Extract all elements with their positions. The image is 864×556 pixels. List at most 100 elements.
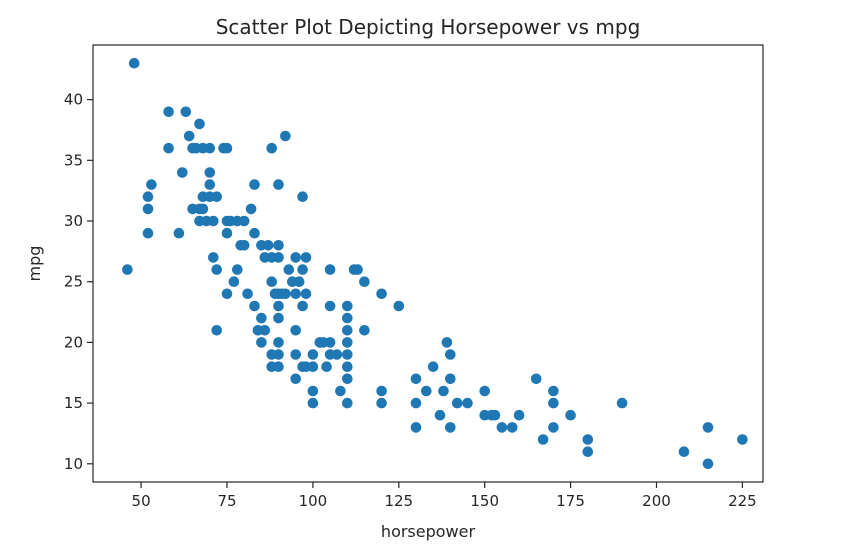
plot-frame xyxy=(92,44,764,483)
x-tick-label: 75 xyxy=(217,492,236,510)
data-point xyxy=(238,215,250,227)
data-point xyxy=(221,227,233,239)
data-point xyxy=(273,312,284,324)
data-point xyxy=(283,264,295,275)
data-point xyxy=(273,349,284,360)
data-point xyxy=(256,312,267,324)
data-point xyxy=(273,179,284,190)
data-point xyxy=(513,409,525,421)
y-tick-label: 30 xyxy=(64,212,83,230)
data-point xyxy=(242,288,253,300)
data-point xyxy=(204,167,216,178)
data-point xyxy=(232,264,243,275)
data-point xyxy=(180,106,192,118)
data-point xyxy=(290,349,302,360)
data-point xyxy=(249,179,260,190)
data-point xyxy=(293,276,305,288)
data-point xyxy=(441,337,453,348)
data-point xyxy=(324,264,336,275)
data-point xyxy=(489,409,501,421)
data-point xyxy=(737,434,748,445)
data-point xyxy=(290,373,302,385)
data-point xyxy=(324,300,336,312)
data-point xyxy=(300,252,312,263)
data-point xyxy=(273,337,284,348)
data-point xyxy=(256,337,267,348)
data-point xyxy=(204,142,216,154)
data-point xyxy=(273,240,284,251)
x-tick-label: 50 xyxy=(132,492,151,510)
data-point xyxy=(307,385,319,397)
data-point xyxy=(342,312,353,324)
data-point xyxy=(445,422,456,433)
data-point xyxy=(434,409,446,421)
data-point xyxy=(273,300,284,312)
x-tick-label: 100 xyxy=(299,492,328,510)
data-point xyxy=(307,349,319,360)
data-point xyxy=(445,349,456,360)
y-tick-label: 40 xyxy=(64,91,83,109)
data-point xyxy=(163,106,174,118)
data-point xyxy=(183,130,195,142)
data-point xyxy=(177,167,188,178)
data-point xyxy=(324,337,336,348)
data-point xyxy=(335,385,346,397)
data-point xyxy=(451,397,463,409)
data-point xyxy=(342,361,353,373)
y-tick-label: 20 xyxy=(64,333,83,351)
data-point xyxy=(146,179,157,190)
data-point xyxy=(266,142,278,154)
data-point xyxy=(300,288,312,300)
data-point xyxy=(249,300,260,312)
data-point xyxy=(342,349,353,360)
data-point xyxy=(548,385,559,397)
data-point xyxy=(352,264,363,275)
data-point xyxy=(142,227,154,239)
x-tick-label: 125 xyxy=(384,492,413,510)
data-point xyxy=(582,446,594,458)
data-point xyxy=(565,409,576,421)
data-point xyxy=(290,252,302,263)
data-point xyxy=(427,361,439,373)
data-point xyxy=(163,142,174,154)
data-point xyxy=(462,397,473,409)
data-point xyxy=(376,385,387,397)
data-point xyxy=(280,288,291,300)
chart-title: Scatter Plot Depicting Horsepower vs mpg xyxy=(216,15,641,39)
data-point xyxy=(280,130,291,142)
data-point xyxy=(238,240,250,251)
data-point xyxy=(331,349,343,360)
data-point xyxy=(204,179,216,190)
data-point xyxy=(307,361,319,373)
data-point xyxy=(290,288,302,300)
data-point xyxy=(273,252,284,263)
data-point xyxy=(142,191,154,202)
data-point xyxy=(221,288,233,300)
data-point xyxy=(421,385,432,397)
data-point xyxy=(376,288,387,300)
y-axis-ticks: 10 15 20 25 30 35 40 xyxy=(64,91,93,473)
x-tick-label: 200 xyxy=(642,492,671,510)
x-tick-label: 175 xyxy=(556,492,585,510)
data-point xyxy=(266,276,278,288)
points-layer xyxy=(122,57,748,470)
x-axis-ticks: 50 75 100 125 150 175 200 225 xyxy=(132,482,757,510)
data-point xyxy=(342,300,353,312)
data-point xyxy=(273,361,284,373)
data-point xyxy=(297,300,308,312)
data-point xyxy=(393,300,405,312)
data-point xyxy=(342,373,353,385)
data-point xyxy=(194,118,205,130)
data-point xyxy=(211,264,222,275)
data-point xyxy=(221,142,233,154)
data-point xyxy=(445,373,456,385)
x-tick-label: 150 xyxy=(470,492,499,510)
data-point xyxy=(342,325,353,336)
data-point xyxy=(496,422,508,433)
data-point xyxy=(228,276,240,288)
data-point xyxy=(410,422,422,433)
data-point xyxy=(321,361,332,373)
y-tick-label: 35 xyxy=(64,151,83,169)
